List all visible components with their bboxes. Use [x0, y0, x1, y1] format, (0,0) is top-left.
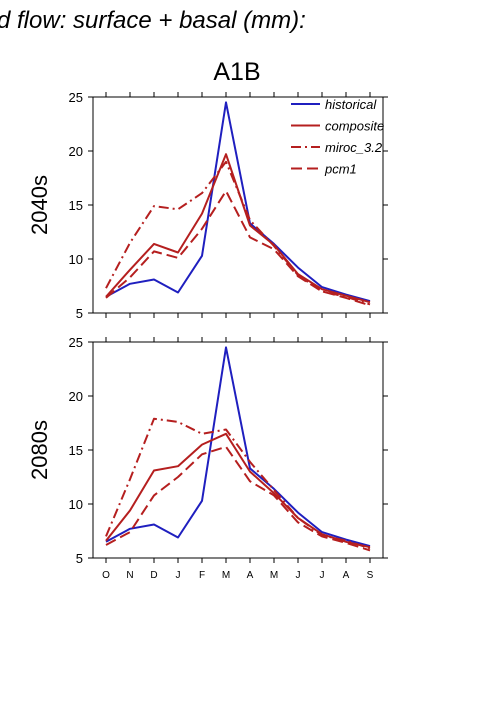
y-tick-label: 20: [69, 144, 83, 159]
x-tick-label: J: [296, 570, 301, 581]
x-tick-label: A: [343, 570, 350, 581]
x-tick-label: A: [247, 570, 254, 581]
y-tick-label: 20: [69, 389, 83, 404]
y-tick-label: 5: [76, 551, 83, 566]
series-line-miroc-3-2: [105, 160, 371, 306]
series-line-pcm1: [105, 445, 371, 552]
series-line-miroc-3-2: [105, 417, 371, 550]
figure-title: d flow: surface + basal (mm):: [0, 7, 306, 34]
y-tick-label: 10: [69, 497, 83, 512]
series-line-historical: [105, 101, 371, 303]
x-tick-label: M: [270, 570, 278, 581]
legend-label: historical: [325, 97, 377, 112]
panel-2040s: 5 10 15 20 25 2040s: [27, 90, 388, 321]
x-tick-label: J: [176, 570, 181, 581]
x-tick-label: M: [222, 570, 230, 581]
legend-label: miroc_3.2: [325, 140, 383, 155]
y-tick-label: 25: [69, 90, 83, 105]
series-line-composite: [105, 432, 371, 549]
series-line-historical: [105, 346, 371, 548]
panel-2080s: 5 10 15 20 25 O N D J F M A M J J A S 2080s: [27, 335, 388, 581]
x-tick-label: O: [102, 570, 110, 581]
x-tick-label: S: [367, 570, 374, 581]
y-tick-label: 10: [69, 252, 83, 267]
legend: historical composite miroc_3.2 pcm1: [291, 97, 384, 177]
plot-frame: [92, 341, 384, 559]
legend-label: pcm1: [324, 162, 357, 177]
figure-subtitle: A1B: [213, 58, 260, 86]
x-tick-label: N: [126, 570, 133, 581]
y-tick-label: 15: [69, 443, 83, 458]
legend-label: composite: [325, 119, 384, 134]
x-tick-label: J: [320, 570, 325, 581]
y-tick-label: 5: [76, 306, 83, 321]
x-tick-label: D: [150, 570, 157, 581]
series-line-composite: [105, 153, 371, 304]
x-tick-label: F: [199, 570, 205, 581]
y-axis-label: 2080s: [27, 420, 52, 480]
y-tick-label: 15: [69, 198, 83, 213]
series-line-pcm1: [105, 190, 371, 307]
y-tick-label: 25: [69, 335, 83, 350]
y-axis-label: 2040s: [27, 175, 52, 235]
